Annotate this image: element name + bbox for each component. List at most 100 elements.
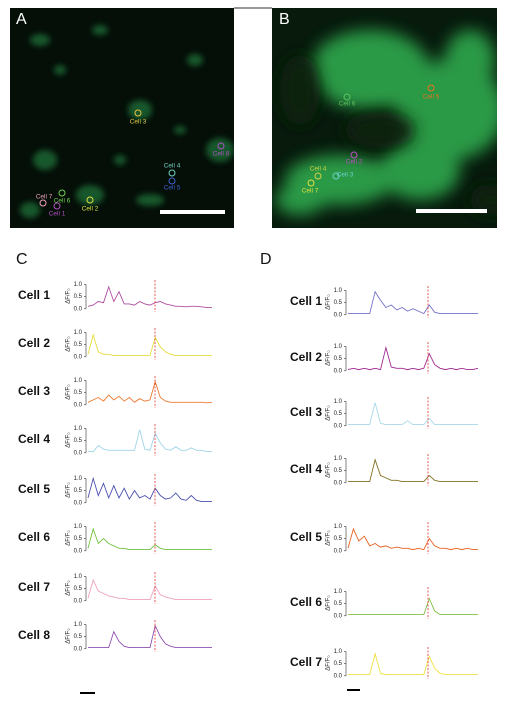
y-tick-label: 1.0 xyxy=(74,476,83,482)
y-axis-label: ΔF/F₀ xyxy=(66,530,72,546)
trace xyxy=(87,333,212,357)
y-axis-label: ΔF/F₀ xyxy=(66,384,72,400)
cell-name: Cell 3 xyxy=(290,405,322,419)
y-tick-label: 0.5 xyxy=(334,468,343,474)
y-tick-label: 1.0 xyxy=(334,524,343,530)
trace xyxy=(348,458,478,483)
cell-name: Cell 1 xyxy=(290,294,322,308)
cell-name: Cell 1 xyxy=(18,288,50,302)
trace xyxy=(348,290,478,315)
trace xyxy=(87,380,213,404)
y-tick-label: 0.5 xyxy=(334,536,343,542)
cell-marker xyxy=(314,172,322,180)
cell-marker xyxy=(217,142,225,150)
trace xyxy=(87,578,212,601)
y-tick-label: 1.0 xyxy=(334,649,343,655)
y-tick-label: 0.0 xyxy=(74,402,83,408)
y-tick-label: 0.5 xyxy=(74,488,83,494)
y-tick-label: 0.0 xyxy=(74,450,83,456)
y-tick-label: 0.5 xyxy=(74,634,83,640)
cell-label: Cell 1 xyxy=(49,211,66,218)
trace xyxy=(87,476,212,503)
cell-marker xyxy=(343,93,351,101)
cell-label: Cell 6 xyxy=(54,198,71,205)
y-tick-label: 0.0 xyxy=(334,312,343,318)
panel-letter: A xyxy=(16,11,27,28)
y-tick-label: 0.0 xyxy=(334,613,343,619)
cell-label: Cell 5 xyxy=(423,94,440,101)
y-tick-label: 0.5 xyxy=(74,586,83,592)
cell-marker xyxy=(53,202,61,210)
y-tick-label: 0.5 xyxy=(334,601,343,607)
y-tick-label: 0.0 xyxy=(74,500,83,506)
cell-label: Cell 8 xyxy=(213,151,230,158)
cell-label: Cell 2 xyxy=(346,159,363,166)
y-axis-label: ΔF/F₀ xyxy=(326,294,332,310)
cell-marker xyxy=(427,84,435,92)
cell-name: Cell 5 xyxy=(290,530,322,544)
y-tick-label: 1.0 xyxy=(334,288,343,294)
y-tick-label: 0.5 xyxy=(74,390,83,396)
y-tick-label: 1.0 xyxy=(74,524,83,530)
image-a xyxy=(10,8,234,228)
y-axis-label: ΔF/F₀ xyxy=(66,482,72,498)
panel-letter: B xyxy=(279,11,290,28)
y-tick-label: 0.5 xyxy=(334,356,343,362)
y-tick-label: 0.5 xyxy=(74,536,83,542)
y-axis-label: ΔF/F₀ xyxy=(326,595,332,611)
y-tick-label: 0.0 xyxy=(74,646,83,652)
cell-name: Cell 4 xyxy=(290,462,322,476)
cell-marker xyxy=(134,109,142,117)
trace xyxy=(348,652,478,676)
trace xyxy=(347,527,478,551)
cell-name: Cell 2 xyxy=(18,336,50,350)
y-tick-label: 0.5 xyxy=(74,294,83,300)
cell-name: Cell 3 xyxy=(18,384,50,398)
cell-marker xyxy=(86,196,94,204)
cell-marker xyxy=(168,169,176,177)
scale-bar xyxy=(416,209,487,213)
trace xyxy=(348,402,478,426)
y-tick-label: 0.0 xyxy=(334,368,343,374)
cell-marker xyxy=(39,199,47,207)
y-tick-label: 0.5 xyxy=(334,300,343,306)
cell-label: Cell 3 xyxy=(130,119,147,126)
y-tick-label: 1.0 xyxy=(74,426,83,432)
cell-name: Cell 5 xyxy=(18,482,50,496)
scale-bar xyxy=(160,210,225,214)
cell-marker xyxy=(307,179,315,187)
y-tick-label: 0.0 xyxy=(74,354,83,360)
y-axis-label: ΔF/F₀ xyxy=(66,580,72,596)
y-axis-label: ΔF/F₀ xyxy=(66,432,72,448)
y-axis-label: ΔF/F₀ xyxy=(326,350,332,366)
y-axis-label: ΔF/F₀ xyxy=(66,336,72,352)
y-tick-label: 0.0 xyxy=(74,306,83,312)
y-tick-label: 0.5 xyxy=(334,661,343,667)
y-tick-label: 0.0 xyxy=(334,423,343,429)
trace xyxy=(87,285,212,309)
cell-label: Cell 2 xyxy=(82,206,99,213)
cell-name: Cell 7 xyxy=(18,580,50,594)
cell-label: Cell 7 xyxy=(302,188,319,195)
trace xyxy=(348,597,478,616)
y-tick-label: 1.0 xyxy=(74,622,83,628)
y-tick-label: 0.0 xyxy=(74,548,83,554)
y-tick-label: 1.0 xyxy=(74,378,83,384)
y-axis-label: ΔF/F₀ xyxy=(326,530,332,546)
y-tick-label: 0.5 xyxy=(74,438,83,444)
cell-marker xyxy=(168,177,176,185)
cell-label: Cell 6 xyxy=(339,101,356,108)
trace xyxy=(88,624,212,649)
y-tick-label: 1.0 xyxy=(74,330,83,336)
panel-letter: D xyxy=(260,251,272,268)
cell-name: Cell 4 xyxy=(18,432,50,446)
cell-label: Cell 7 xyxy=(36,194,53,201)
y-tick-label: 1.0 xyxy=(74,282,83,288)
y-tick-label: 1.0 xyxy=(334,589,343,595)
cell-name: Cell 6 xyxy=(18,530,50,544)
panel-letter: C xyxy=(16,251,28,268)
image-b xyxy=(272,8,497,228)
cell-marker xyxy=(332,172,340,180)
trace xyxy=(87,527,212,551)
